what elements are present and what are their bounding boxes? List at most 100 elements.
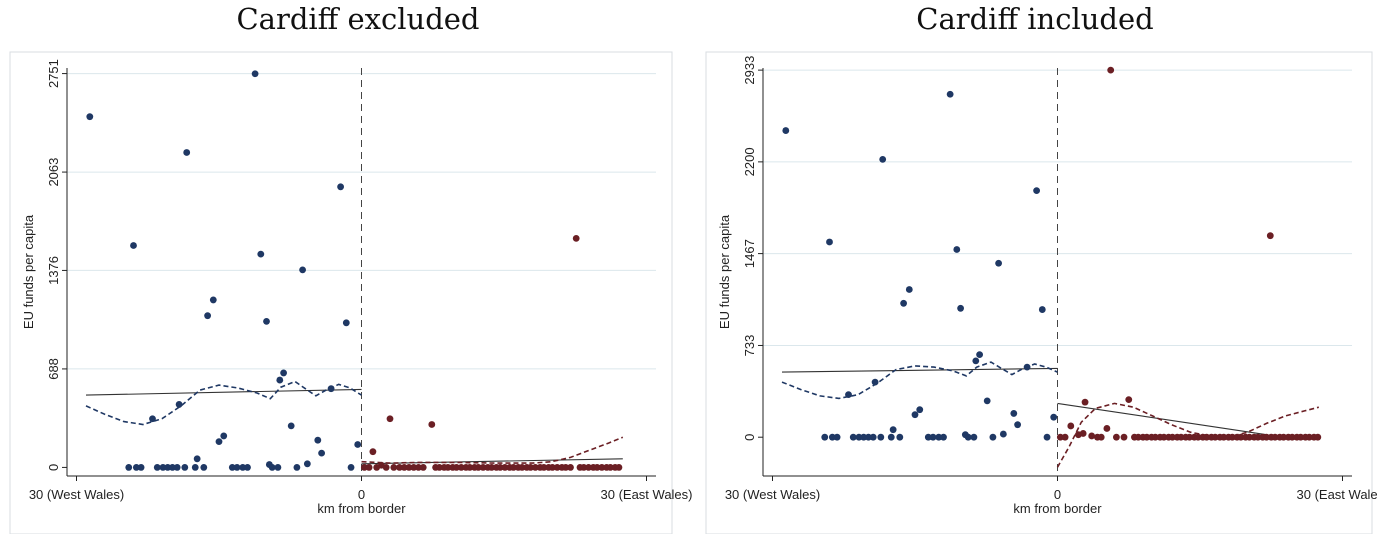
- chart-panel-cardiff-included: 0 733 1467 2200 2933 30 (West Wales) 0 30 (East…: [705, 51, 1378, 534]
- scatter-point-east: [373, 464, 381, 471]
- scatter-point-west: [1050, 413, 1058, 421]
- scatter-point-east: [593, 464, 601, 471]
- scatter-point-east: [396, 464, 403, 471]
- scatter-point-east: [1120, 433, 1128, 441]
- scatter-point-west: [276, 376, 284, 384]
- scatter-point-west: [1014, 421, 1021, 429]
- scatter-point-east: [1237, 433, 1245, 441]
- chart-title-right: Cardiff included: [916, 2, 1154, 36]
- scatter-point-west: [983, 397, 991, 405]
- scatter-point-west: [164, 464, 172, 471]
- scatter-point-east: [444, 464, 452, 471]
- scatter-point-west: [871, 378, 879, 386]
- scatter-point-west: [209, 296, 217, 304]
- y-tick-label: 1376: [46, 256, 61, 285]
- scatter-point-west: [181, 464, 189, 471]
- scatter-point-west: [244, 464, 251, 471]
- scatter-point-east: [501, 464, 509, 471]
- scatter-point-west: [318, 449, 325, 457]
- scatter-point-east: [549, 464, 556, 471]
- scatter-point-east: [1134, 433, 1142, 441]
- scatter-point-east: [1305, 433, 1313, 441]
- x-axis-title: km from border: [317, 501, 406, 516]
- scatter-point-west: [263, 317, 270, 325]
- scatter-point-west: [1033, 187, 1040, 195]
- scatter-point-west: [877, 433, 885, 441]
- scatter-point-east: [562, 464, 570, 471]
- scatter-point-west: [826, 238, 833, 246]
- scatter-point-west: [337, 183, 344, 191]
- scatter-point-west: [183, 149, 191, 156]
- scatter-point-west: [869, 433, 877, 441]
- scatter-point-west: [924, 433, 932, 441]
- scatter-point-east: [405, 464, 413, 471]
- scatter-point-east: [1194, 433, 1202, 441]
- scatter-point-west: [175, 401, 183, 408]
- scatter-point-west: [137, 464, 145, 471]
- y-tick-label: 688: [46, 358, 61, 380]
- scatter-point-west: [849, 433, 857, 441]
- y-tick-label: 2200: [742, 147, 757, 176]
- chart-panel-cardiff-excluded: 0 688 1376 2063 2751 30 (West Wales) 0 30 (East…: [9, 51, 693, 534]
- scatter-point-west: [191, 464, 199, 471]
- linear-fit-west: [781, 367, 1058, 373]
- scatter-point-east: [1056, 433, 1064, 441]
- scatter-point-west: [957, 304, 964, 312]
- scatter-point-west: [287, 422, 295, 430]
- scatter-point-west: [887, 433, 895, 441]
- scatter-point-east: [496, 464, 504, 471]
- panel-frame: [9, 51, 673, 534]
- scatter-point-east: [474, 464, 482, 471]
- scatter-point-west: [1038, 306, 1046, 313]
- scatter-point-east: [436, 464, 443, 471]
- scatter-point-west: [204, 312, 212, 320]
- scatter-point-west: [200, 464, 208, 471]
- scatter-point-west: [1023, 363, 1031, 371]
- scatter-point-east: [580, 464, 588, 471]
- y-tick-label: 2063: [46, 158, 61, 187]
- scatter-point-east: [453, 464, 460, 471]
- y-tick-label: 1467: [742, 239, 757, 268]
- y-axis-title: EU funds per capita: [717, 214, 732, 329]
- scatter-point-east: [540, 464, 548, 471]
- scatter-point-east: [1266, 232, 1274, 240]
- scatter-point-east: [360, 464, 368, 471]
- linear-fit-west: [85, 388, 362, 396]
- scatter-point-west: [972, 357, 980, 365]
- x-tick-label: 30 (West Wales): [29, 487, 124, 502]
- local-fit-east: [361, 436, 624, 464]
- scatter-point-west: [159, 464, 167, 471]
- scatter-point-west: [935, 433, 943, 441]
- scatter-point-west: [879, 155, 887, 163]
- scatter-point-west: [153, 464, 161, 471]
- scatter-point-west: [274, 464, 282, 471]
- scatter-point-west: [173, 464, 181, 471]
- scatter-point-west: [1043, 433, 1051, 441]
- scatter-point-east: [457, 464, 465, 471]
- scatter-point-west: [999, 430, 1007, 438]
- y-tick-label: 0: [46, 464, 61, 471]
- scatter-point-east: [488, 464, 496, 471]
- scatter-point-west: [964, 433, 972, 441]
- y-tick-label: 2751: [46, 59, 61, 88]
- scatter-point-west: [314, 436, 322, 444]
- scatter-point-east: [1186, 433, 1193, 441]
- scatter-point-west: [149, 415, 156, 423]
- x-axis-title: km from border: [1013, 501, 1102, 516]
- scatter-point-east: [1067, 422, 1075, 430]
- scatter-point-west: [257, 250, 265, 258]
- scatter-point-west: [193, 455, 201, 463]
- scatter-point-west: [889, 426, 897, 434]
- scatter-point-east: [1246, 433, 1253, 441]
- y-tick-label: 733: [742, 335, 757, 357]
- scatter-point-east: [1297, 433, 1305, 441]
- scatter-point-east: [369, 448, 377, 456]
- scatter-point-west: [1010, 410, 1018, 417]
- scatter-point-east: [1107, 66, 1115, 74]
- scatter-point-east: [531, 464, 539, 471]
- scatter-point-west: [976, 351, 983, 359]
- scatter-point-west: [845, 391, 852, 399]
- scatter-point-east: [567, 464, 574, 471]
- local-fit-east: [1056, 402, 1320, 468]
